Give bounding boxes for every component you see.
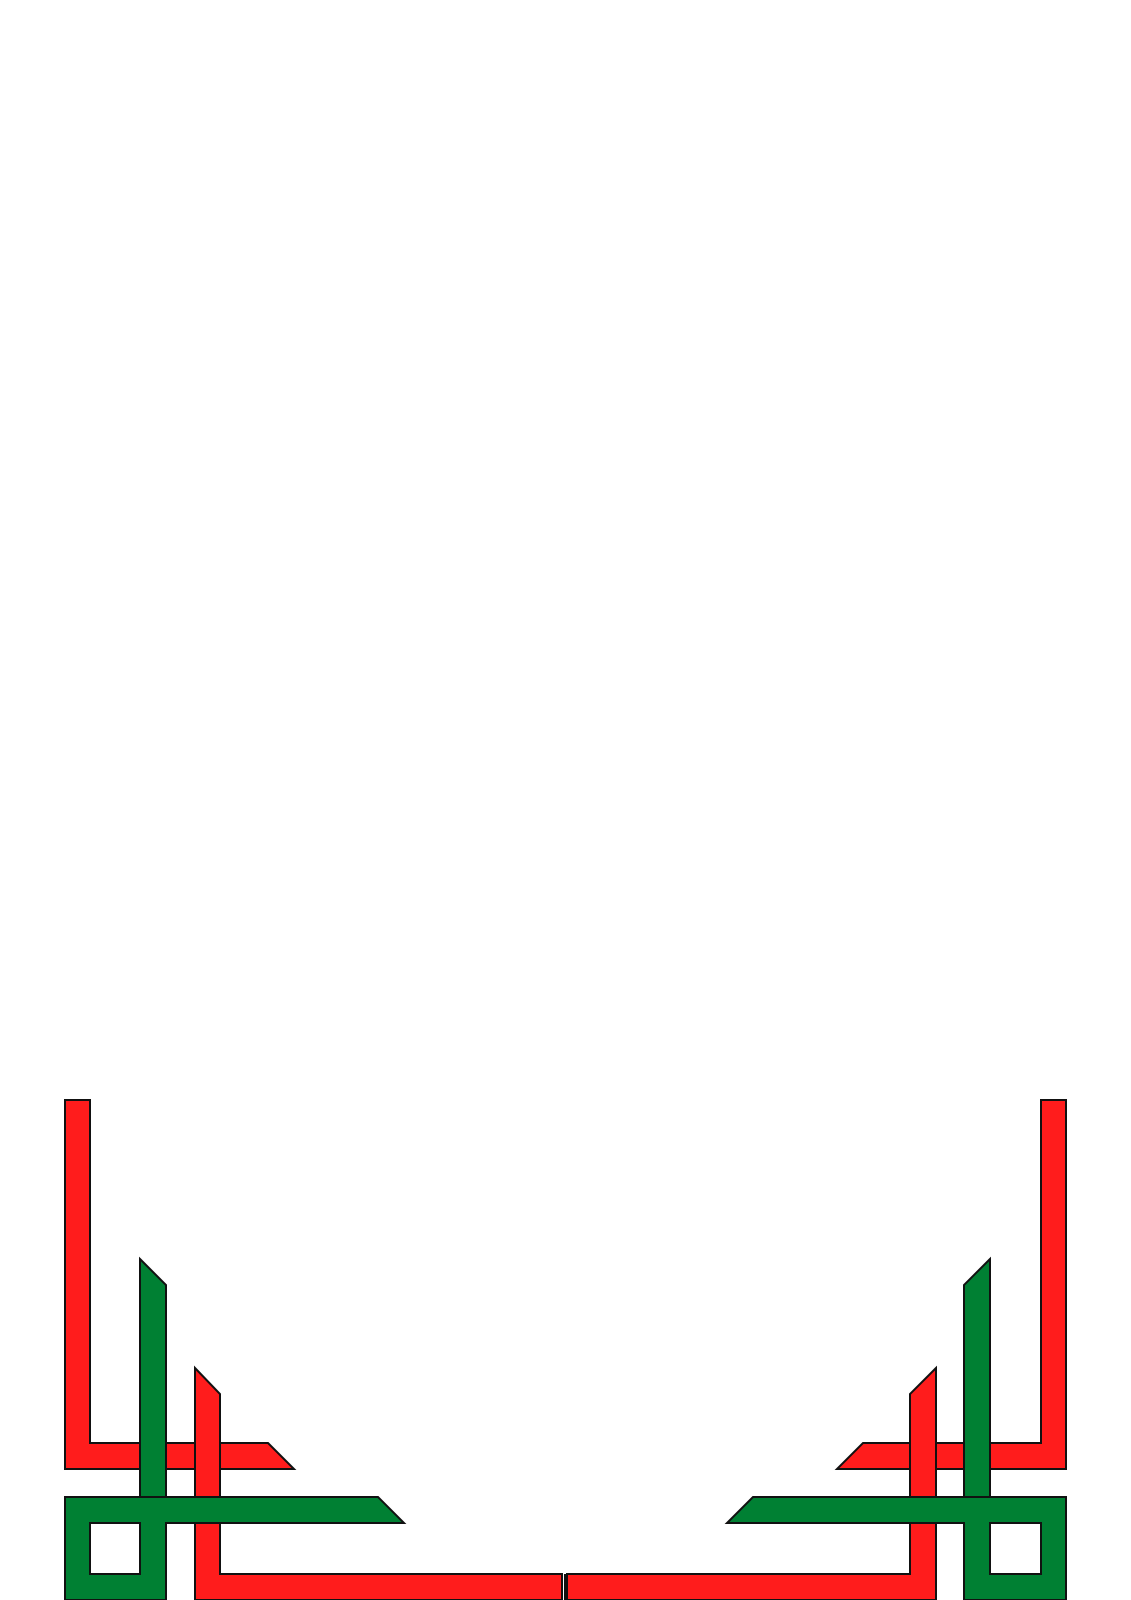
left-corner-ornament (65, 1100, 562, 1600)
right-corner-ornament (567, 1100, 1066, 1600)
right-red-outer-band (837, 1100, 1066, 1469)
left-red-outer-band (65, 1100, 294, 1469)
left-red-inner-band (195, 1368, 562, 1600)
right-red-inner-band (567, 1368, 936, 1600)
